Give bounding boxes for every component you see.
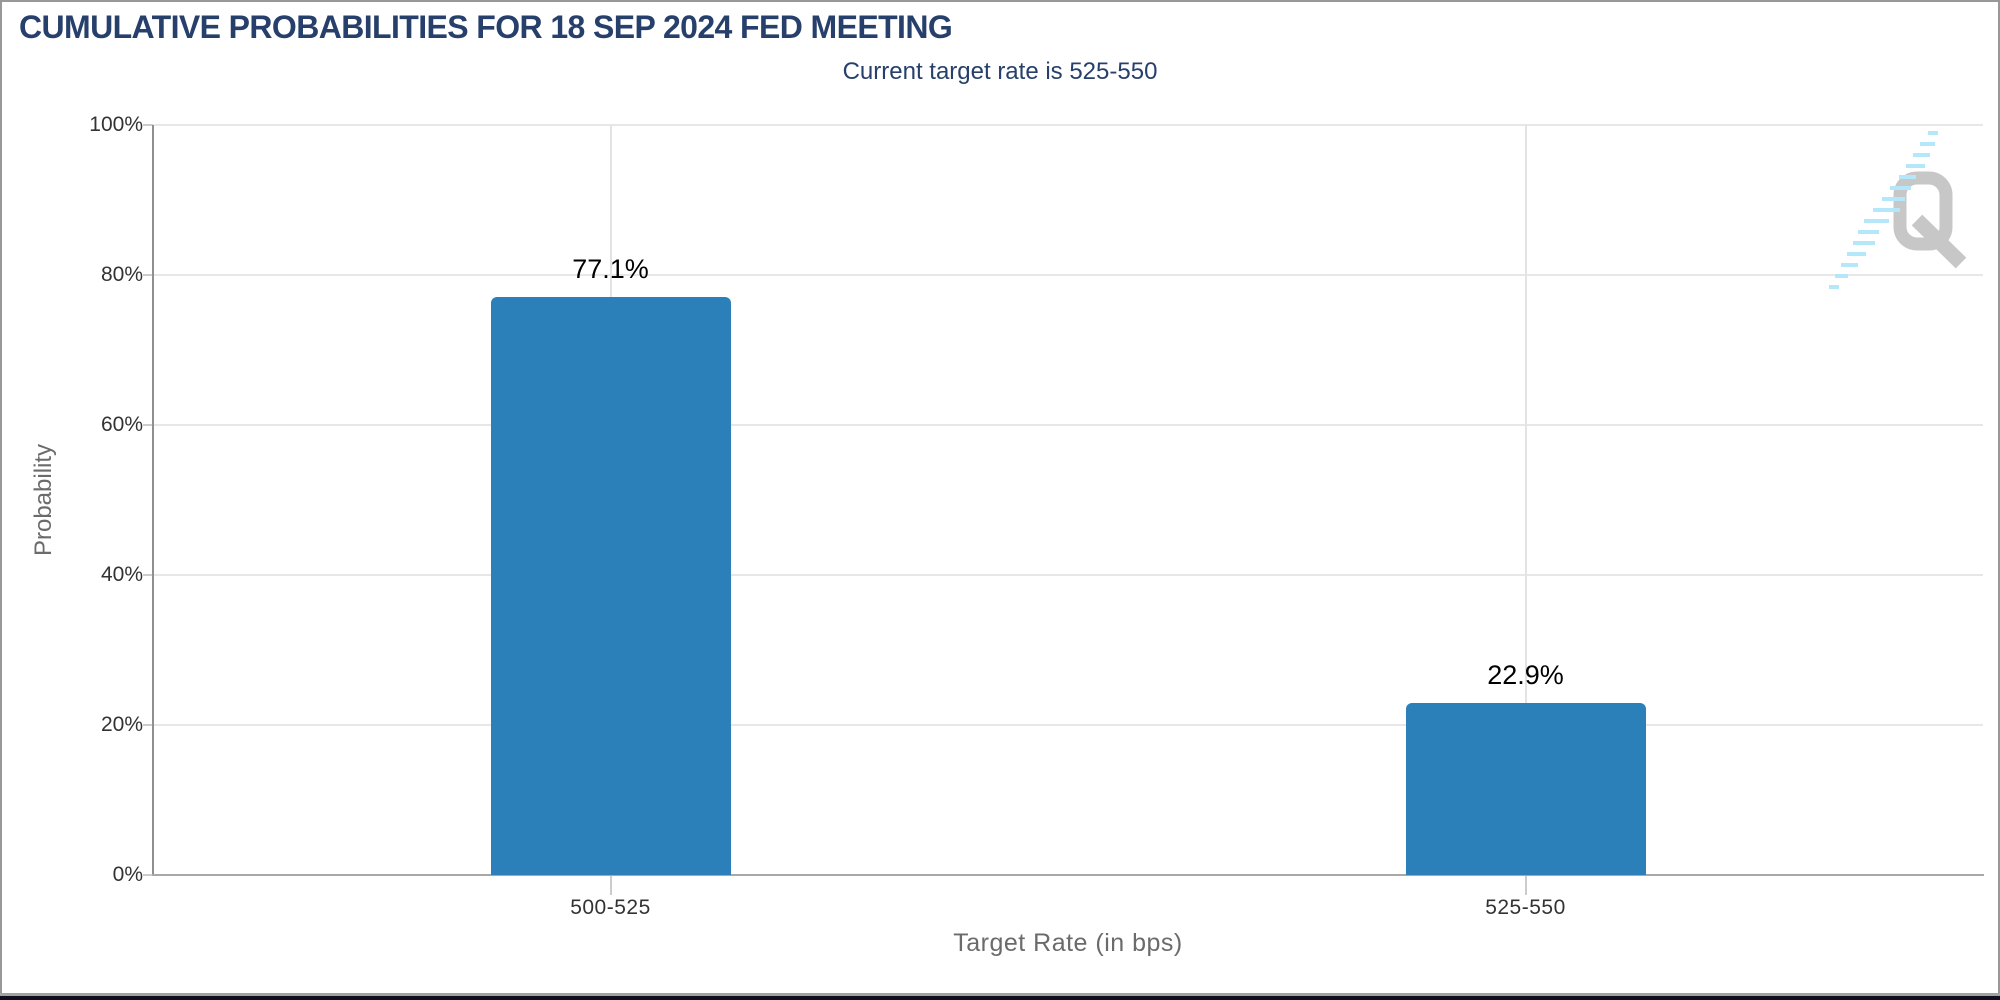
q-logo-icon	[1829, 131, 1967, 289]
x-tick-label: 525-550	[1485, 896, 1566, 919]
x-tick-label: 500-525	[570, 896, 651, 919]
y-gridline	[154, 124, 1983, 126]
y-gridline	[154, 274, 1983, 276]
y-gridline	[154, 424, 1983, 426]
y-tick-label: 80%	[100, 263, 143, 286]
y-tick-label: 20%	[100, 713, 143, 736]
bar-525-550	[1405, 703, 1646, 875]
y-tick-label: 0%	[112, 863, 143, 886]
bar-value-label: 22.9%	[1487, 660, 1564, 691]
chart-subtitle: Current target rate is 525-550	[842, 58, 1158, 85]
chart-title: CUMULATIVE PROBABILITIES FOR 18 SEP 2024…	[19, 9, 953, 45]
bar-value-label: 77.1%	[572, 253, 649, 284]
y-axis-title: Probability	[30, 443, 57, 557]
quikstrike-logo-watermark	[1820, 110, 2000, 310]
y-axis-tick	[143, 124, 153, 126]
bar-500-525	[490, 296, 731, 875]
x-axis-title: Target Rate (in bps)	[953, 929, 1183, 957]
y-axis-line	[152, 125, 154, 875]
y-axis-tick	[143, 424, 153, 426]
y-axis-tick	[143, 724, 153, 726]
y-gridline	[154, 574, 1983, 576]
y-gridline	[154, 724, 1983, 726]
footer-divider	[0, 993, 2000, 996]
footer-bar	[0, 996, 2000, 1000]
y-axis-tick	[143, 274, 153, 276]
x-axis-tick	[1524, 875, 1527, 895]
category-gridline	[1524, 125, 1527, 875]
y-axis-tick	[143, 874, 153, 876]
y-tick-label: 60%	[100, 413, 143, 436]
x-axis-tick	[609, 875, 612, 895]
y-tick-label: 100%	[89, 113, 143, 136]
x-axis-line	[152, 874, 1984, 876]
y-axis-tick	[143, 574, 153, 576]
y-tick-label: 40%	[100, 563, 143, 586]
